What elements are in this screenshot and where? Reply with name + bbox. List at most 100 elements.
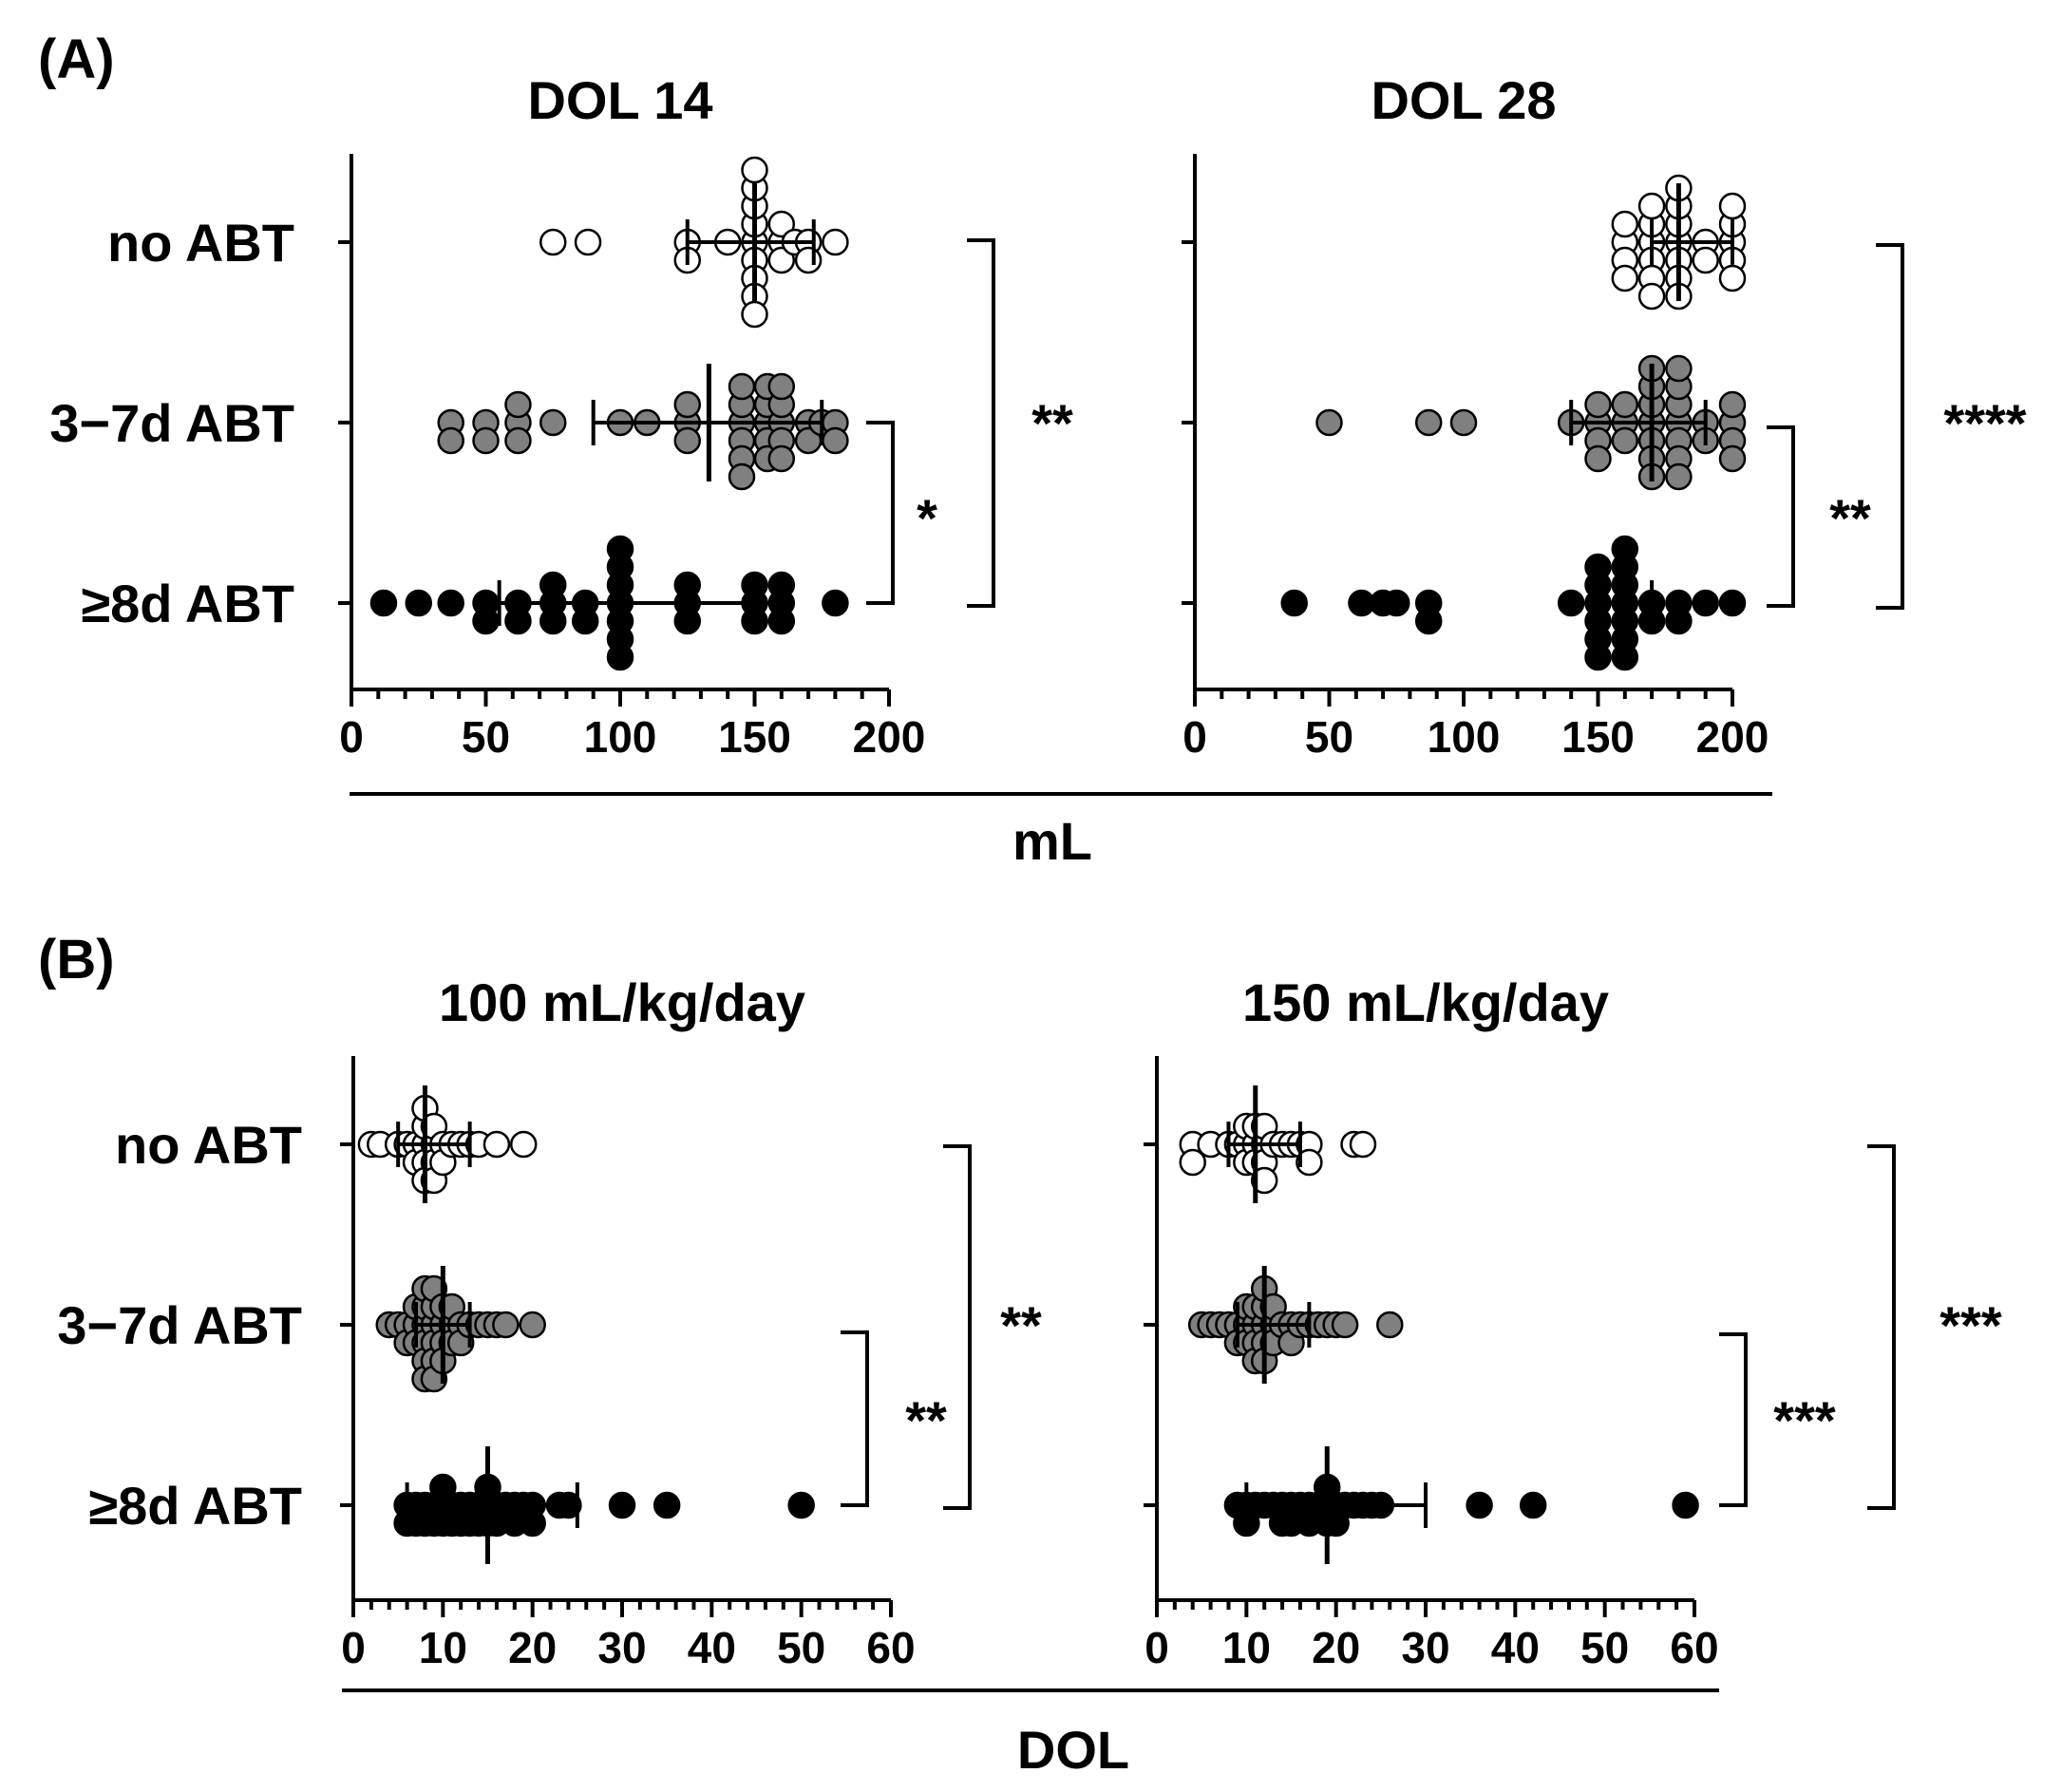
series-no-abt — [1611, 174, 1747, 311]
data-point — [1718, 192, 1747, 220]
data-point — [504, 390, 532, 419]
x-tick-label-60: 60 — [866, 1623, 915, 1672]
series-3-7d-abt — [437, 364, 849, 491]
data-point — [369, 589, 398, 617]
x-tick-label-30: 30 — [597, 1623, 646, 1672]
error-bar-ge8d-abt — [1596, 544, 1655, 662]
data-point — [472, 607, 500, 635]
bracket-line — [943, 1144, 972, 1510]
data-point — [519, 1509, 546, 1537]
data-point — [767, 210, 796, 238]
data-point — [1637, 282, 1666, 311]
chart-a1: DOL 14 0 50 100 150 200 no ABT 3−7d ABT ≥8d ABT *… — [49, 70, 1073, 762]
data-point — [574, 228, 602, 256]
chart-title: 150 mL/kg/day — [1242, 972, 1609, 1032]
x-tick-label-200: 200 — [1696, 712, 1769, 762]
data-point — [673, 607, 701, 635]
category-label-ge8d-abt: ≥8d ABT — [81, 574, 294, 633]
series-no-abt — [539, 156, 849, 329]
x-tick-label-0: 0 — [341, 1623, 366, 1672]
error-bar-no-abt — [1226, 1085, 1302, 1203]
data-point — [1637, 192, 1666, 220]
category-label-no-abt: no ABT — [107, 213, 294, 273]
significance-bracket-2: **** — [1876, 243, 2027, 610]
category-label-no-abt: no ABT — [115, 1115, 302, 1175]
chart-a2: DOL 280 50 100 150 200****** — [1182, 70, 2027, 762]
x-tick-label-20: 20 — [1312, 1623, 1360, 1672]
x-tick-label-30: 30 — [1401, 1623, 1449, 1672]
data-point — [519, 1311, 546, 1339]
data-point — [608, 1491, 636, 1519]
x-tick-label-100: 100 — [1428, 712, 1501, 762]
data-point — [539, 228, 567, 256]
data-point — [1519, 1491, 1547, 1519]
data-point — [1718, 444, 1747, 473]
significance-label: ** — [1031, 393, 1073, 453]
bracket-line — [967, 238, 995, 608]
panel-a-xlabel: mL — [1012, 811, 1092, 871]
category-label-3-7d-abt: 3−7d ABT — [57, 1295, 302, 1355]
data-point — [728, 372, 756, 401]
data-point — [822, 426, 849, 455]
error-bar-3-7d-abt — [591, 364, 824, 481]
data-point — [472, 426, 500, 455]
data-point — [437, 589, 464, 617]
data-point — [1611, 264, 1639, 292]
panel-b-xlabel: DOL — [1017, 1720, 1129, 1780]
series-ge8d-abt — [1280, 535, 1747, 671]
x-tick-label-0: 0 — [1145, 1623, 1169, 1672]
data-point — [1414, 607, 1443, 635]
data-point — [767, 444, 796, 473]
x-tick-label-10: 10 — [1222, 1623, 1271, 1672]
data-point — [509, 1130, 538, 1159]
significance-label: ** — [905, 1390, 947, 1450]
data-point — [571, 607, 599, 635]
significance-label: * — [917, 488, 937, 548]
data-point — [1584, 553, 1612, 581]
x-tick-label-150: 150 — [718, 712, 791, 762]
x-tick-label-40: 40 — [1491, 1623, 1540, 1672]
data-point — [504, 607, 532, 635]
data-point — [767, 246, 796, 274]
error-bar-3-7d-abt — [1569, 364, 1708, 481]
x-tick-label-0: 0 — [1182, 712, 1207, 762]
data-point — [822, 589, 849, 617]
error-bar-3-7d-abt — [414, 1266, 472, 1384]
panel-a-label: (A) — [38, 28, 115, 90]
category-label-3-7d-abt: 3−7d ABT — [49, 393, 294, 453]
series-3-7d-abt — [375, 1266, 546, 1393]
data-point — [1611, 210, 1639, 238]
significance-bracket-2: ** — [943, 1144, 1042, 1510]
error-bar-ge8d-abt — [405, 1446, 579, 1564]
series-ge8d-abt — [1223, 1446, 1699, 1564]
series-3-7d-abt — [1187, 1266, 1404, 1384]
error-bar-ge8d-abt — [1244, 1446, 1428, 1564]
data-point — [1611, 390, 1639, 419]
significance-bracket-1: ** — [1767, 425, 1871, 608]
x-tick-label-0: 0 — [339, 712, 364, 762]
data-point — [1665, 462, 1693, 491]
data-point — [1331, 1311, 1359, 1339]
data-point — [787, 1491, 815, 1519]
significance-bracket-1: * — [866, 421, 937, 605]
x-tick-label-200: 200 — [853, 712, 926, 762]
data-point — [1665, 607, 1693, 635]
data-point — [437, 426, 464, 455]
data-point — [1557, 589, 1585, 617]
x-tick-label-50: 50 — [1305, 712, 1353, 762]
data-point — [1672, 1491, 1699, 1519]
data-point — [1665, 354, 1693, 383]
data-point — [673, 571, 701, 599]
series-3-7d-abt — [1315, 354, 1747, 491]
data-point — [1179, 1148, 1206, 1177]
series-no-abt — [1179, 1085, 1377, 1203]
data-point — [653, 1491, 681, 1519]
data-point — [539, 408, 567, 437]
data-point — [1611, 426, 1639, 455]
x-tick-label-50: 50 — [1580, 1623, 1629, 1672]
x-tick-label-20: 20 — [508, 1623, 557, 1672]
significance-label: *** — [1939, 1295, 2002, 1355]
error-bar-no-abt — [396, 1085, 472, 1203]
